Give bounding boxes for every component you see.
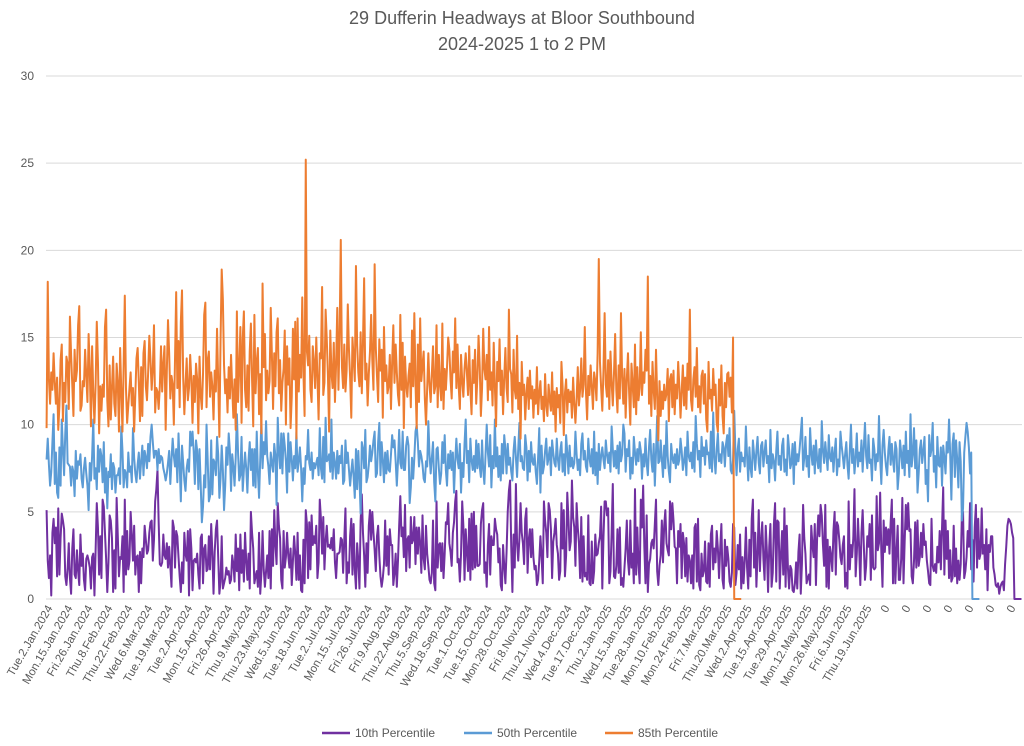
gridlines — [46, 75, 1022, 600]
y-axis-ticks: 0 5 10 15 20 25 30 — [21, 69, 35, 606]
chart-title: 29 Dufferin Headways at Bloor Southbound — [349, 8, 695, 28]
x-tick-label: 0 — [963, 604, 977, 616]
legend-label-2: 50th Percentile — [497, 726, 577, 740]
x-tick-label: 0 — [921, 604, 935, 616]
y-tick-label: 15 — [21, 331, 35, 345]
series-line-2 — [45, 404, 980, 600]
x-tick-label: 0 — [942, 604, 956, 616]
x-axis-ticks: Tue.2.Jan.2024Mon.15.Jan.2024Fri.26.Jan.… — [5, 603, 1018, 689]
y-tick-label: 0 — [27, 592, 34, 606]
x-tick-label: 0 — [1005, 604, 1019, 616]
y-tick-label: 25 — [21, 156, 35, 170]
legend-label-1: 10th Percentile — [355, 726, 435, 740]
x-tick-label: 0 — [900, 604, 914, 616]
y-tick-label: 20 — [21, 243, 35, 257]
series-lines — [45, 158, 1022, 600]
x-tick-label: 0 — [984, 604, 998, 616]
legend: 10th Percentile 50th Percentile 85th Perce… — [322, 726, 718, 740]
series-line-3 — [45, 158, 742, 600]
series-line-1 — [45, 468, 1022, 600]
chart-subtitle: 2024-2025 1 to 2 PM — [438, 34, 606, 54]
y-tick-label: 5 — [27, 505, 34, 519]
y-tick-label: 30 — [21, 69, 35, 83]
legend-label-3: 85th Percentile — [638, 726, 718, 740]
x-tick-label: 0 — [879, 604, 893, 616]
y-tick-label: 10 — [21, 418, 35, 432]
